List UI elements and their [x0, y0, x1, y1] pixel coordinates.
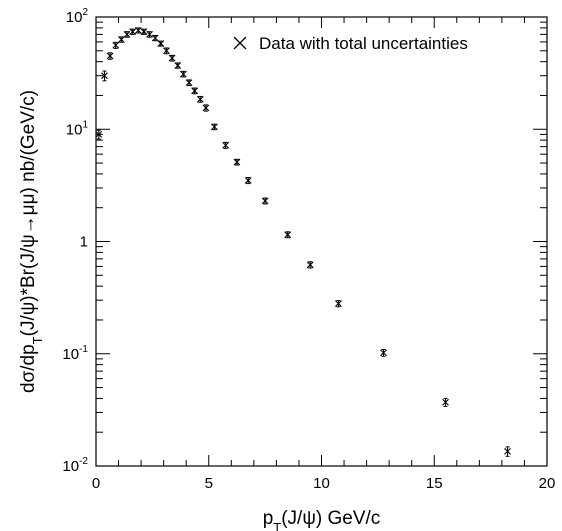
- y-axis: 10-2 10-1 1 101 102: [62, 7, 547, 475]
- x-marker: [123, 30, 131, 38]
- x-marker: [140, 28, 148, 36]
- x-marker: [335, 300, 342, 307]
- data-point: [157, 40, 165, 47]
- y-tick-label: 101: [66, 119, 89, 138]
- plot-border: [95, 16, 548, 467]
- x-tick-label: 5: [205, 475, 213, 492]
- data-point: [210, 123, 218, 131]
- x-marker: [168, 54, 176, 62]
- x-marker: [233, 158, 241, 166]
- legend: Data with total uncertainties: [233, 34, 468, 53]
- x-marker: [222, 141, 230, 149]
- data-points: [95, 26, 511, 457]
- data-point: [380, 349, 387, 357]
- data-point: [233, 158, 241, 166]
- x-tick-label: 10: [313, 475, 330, 492]
- data-point: [504, 446, 511, 457]
- data-point: [117, 36, 125, 43]
- data-point: [185, 79, 193, 87]
- x-marker: [101, 72, 108, 80]
- x-tick-label: 0: [92, 475, 100, 492]
- x-marker: [210, 123, 218, 131]
- data-point: [222, 141, 230, 149]
- data-point: [244, 176, 252, 185]
- x-marker: [504, 447, 511, 455]
- data-point: [335, 300, 342, 308]
- data-point: [134, 26, 142, 34]
- data-point: [174, 62, 182, 69]
- x-marker: [129, 28, 137, 36]
- data-point: [129, 28, 137, 36]
- x-marker: [117, 36, 125, 43]
- data-point: [123, 30, 131, 38]
- x-marker: [185, 79, 193, 87]
- x-marker: [191, 87, 199, 95]
- y-tick-label: 10-2: [62, 456, 88, 475]
- data-point: [106, 52, 114, 60]
- data-point: [196, 95, 204, 103]
- data-point: [306, 261, 314, 269]
- data-point: [146, 30, 153, 38]
- y-tick-label: 102: [66, 7, 89, 26]
- x-marker: [174, 62, 182, 69]
- legend-label: Data with total uncertainties: [259, 34, 468, 53]
- y-axis-title: dσ/dpT(J/ψ)*Br(J/ψ→μμ) nb/(GeV/c): [18, 90, 45, 393]
- data-point: [95, 129, 103, 140]
- x-tick-label: 15: [426, 475, 443, 492]
- x-marker: [157, 40, 165, 47]
- x-marker: [146, 30, 153, 38]
- y-tick-label: 10-1: [62, 344, 88, 363]
- x-axis: 0 5 10 15 20: [92, 17, 556, 492]
- data-point: [163, 47, 170, 55]
- data-point: [442, 397, 449, 407]
- x-marker: [244, 177, 252, 184]
- x-marker: [106, 52, 114, 60]
- x-axis-title: pT(J/ψ) GeV/c: [263, 508, 381, 531]
- data-point: [151, 34, 159, 42]
- x-marker: [284, 231, 292, 239]
- x-marker: [95, 130, 103, 138]
- legend-marker: [233, 36, 247, 50]
- x-marker: [112, 41, 120, 49]
- y-tick-label: 1: [80, 234, 88, 251]
- x-marker: [179, 70, 187, 78]
- x-marker: [202, 104, 210, 112]
- x-marker: [163, 47, 170, 55]
- x-marker: [151, 34, 159, 42]
- plot-frame: [95, 16, 548, 467]
- data-point: [261, 197, 269, 205]
- x-marker: [442, 398, 449, 406]
- x-marker: [380, 349, 387, 357]
- x-marker: [261, 197, 269, 205]
- data-point: [112, 41, 120, 49]
- x-tick-label: 20: [539, 475, 556, 492]
- x-marker: [306, 261, 314, 269]
- data-point: [284, 231, 292, 239]
- data-point: [179, 70, 187, 78]
- x-marker: [196, 95, 204, 103]
- data-point: [140, 28, 148, 36]
- data-point: [168, 54, 176, 62]
- data-point: [202, 104, 210, 112]
- data-point: [101, 70, 108, 82]
- data-point: [191, 87, 199, 95]
- x-marker: [134, 26, 142, 34]
